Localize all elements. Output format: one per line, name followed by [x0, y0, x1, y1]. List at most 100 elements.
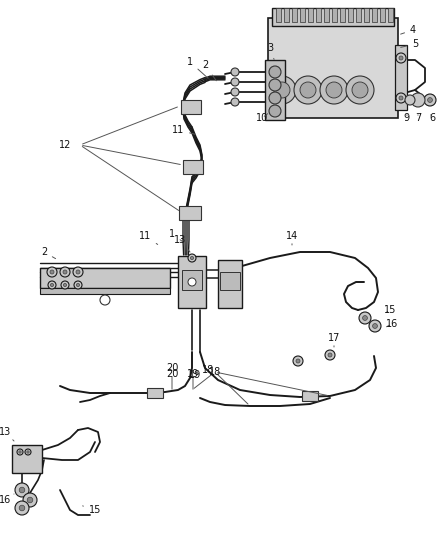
Text: 7: 7 — [415, 113, 421, 123]
Bar — [372, 8, 377, 22]
Bar — [388, 8, 393, 22]
Bar — [181, 100, 201, 114]
Circle shape — [47, 267, 57, 277]
Circle shape — [296, 359, 300, 363]
Bar — [356, 8, 361, 22]
Bar — [265, 60, 285, 120]
Circle shape — [231, 68, 239, 76]
Circle shape — [50, 284, 53, 287]
Circle shape — [269, 79, 281, 91]
Circle shape — [411, 93, 425, 107]
Text: 11: 11 — [139, 231, 158, 245]
Circle shape — [269, 66, 281, 78]
Bar — [340, 8, 345, 22]
Bar — [302, 391, 318, 401]
Circle shape — [293, 356, 303, 366]
Circle shape — [424, 94, 436, 106]
Circle shape — [73, 267, 83, 277]
Bar — [268, 18, 398, 118]
Circle shape — [48, 281, 56, 289]
Bar — [284, 8, 289, 22]
Circle shape — [60, 267, 70, 277]
Circle shape — [188, 278, 196, 286]
Circle shape — [269, 105, 281, 117]
Text: 3: 3 — [267, 43, 274, 59]
Bar — [40, 268, 170, 288]
Text: 19: 19 — [189, 370, 201, 380]
Circle shape — [25, 449, 31, 455]
Circle shape — [328, 353, 332, 357]
Circle shape — [61, 281, 69, 289]
Bar — [218, 260, 242, 308]
Circle shape — [369, 320, 381, 332]
Circle shape — [231, 98, 239, 106]
Circle shape — [27, 497, 33, 503]
Circle shape — [427, 98, 432, 102]
Circle shape — [396, 53, 406, 63]
Text: 6: 6 — [429, 113, 435, 123]
Circle shape — [19, 505, 25, 511]
Text: 1: 1 — [187, 57, 208, 78]
Bar — [276, 8, 281, 22]
Text: 10: 10 — [256, 113, 268, 123]
Circle shape — [373, 324, 378, 328]
Circle shape — [399, 56, 403, 60]
Circle shape — [359, 312, 371, 324]
Circle shape — [76, 270, 80, 274]
Circle shape — [100, 295, 110, 305]
Bar — [308, 8, 313, 22]
Circle shape — [76, 284, 80, 287]
Circle shape — [325, 350, 335, 360]
Circle shape — [363, 316, 367, 320]
Circle shape — [405, 95, 415, 105]
Text: 16: 16 — [0, 494, 14, 505]
Bar — [364, 8, 369, 22]
Text: 18: 18 — [209, 367, 221, 377]
Text: 16: 16 — [386, 319, 398, 329]
Circle shape — [300, 82, 316, 98]
Text: 20: 20 — [166, 369, 178, 379]
Bar — [12, 445, 42, 473]
Circle shape — [188, 254, 196, 262]
Text: 12: 12 — [59, 140, 71, 150]
Bar — [292, 8, 297, 22]
Circle shape — [326, 82, 342, 98]
Circle shape — [352, 82, 368, 98]
Circle shape — [17, 449, 23, 455]
Text: 13: 13 — [0, 427, 14, 441]
Circle shape — [15, 501, 29, 515]
Circle shape — [269, 92, 281, 104]
Text: 20: 20 — [166, 363, 178, 373]
Circle shape — [64, 284, 67, 287]
Text: 9: 9 — [403, 113, 409, 123]
Bar — [316, 8, 321, 22]
Bar — [183, 160, 203, 174]
Circle shape — [231, 88, 239, 96]
Circle shape — [320, 76, 348, 104]
Bar — [380, 8, 385, 22]
Text: 18: 18 — [202, 365, 214, 375]
Bar — [220, 272, 240, 290]
Circle shape — [50, 270, 54, 274]
Text: 15: 15 — [384, 305, 396, 315]
Bar — [348, 8, 353, 22]
Circle shape — [19, 487, 25, 493]
Circle shape — [346, 76, 374, 104]
Bar — [179, 206, 201, 220]
Text: 13: 13 — [174, 235, 190, 252]
Bar — [324, 8, 329, 22]
Text: 11: 11 — [172, 125, 195, 135]
Circle shape — [191, 256, 194, 260]
Text: 2: 2 — [41, 247, 56, 259]
Text: 14: 14 — [286, 231, 298, 245]
Bar — [182, 270, 202, 290]
Circle shape — [74, 281, 82, 289]
Text: 2: 2 — [202, 60, 216, 80]
Text: 4: 4 — [401, 25, 416, 35]
Circle shape — [19, 451, 21, 453]
Text: 5: 5 — [401, 39, 418, 49]
Bar — [395, 45, 407, 110]
Text: 17: 17 — [328, 333, 340, 347]
Text: 1: 1 — [169, 229, 184, 243]
Bar — [40, 288, 170, 294]
